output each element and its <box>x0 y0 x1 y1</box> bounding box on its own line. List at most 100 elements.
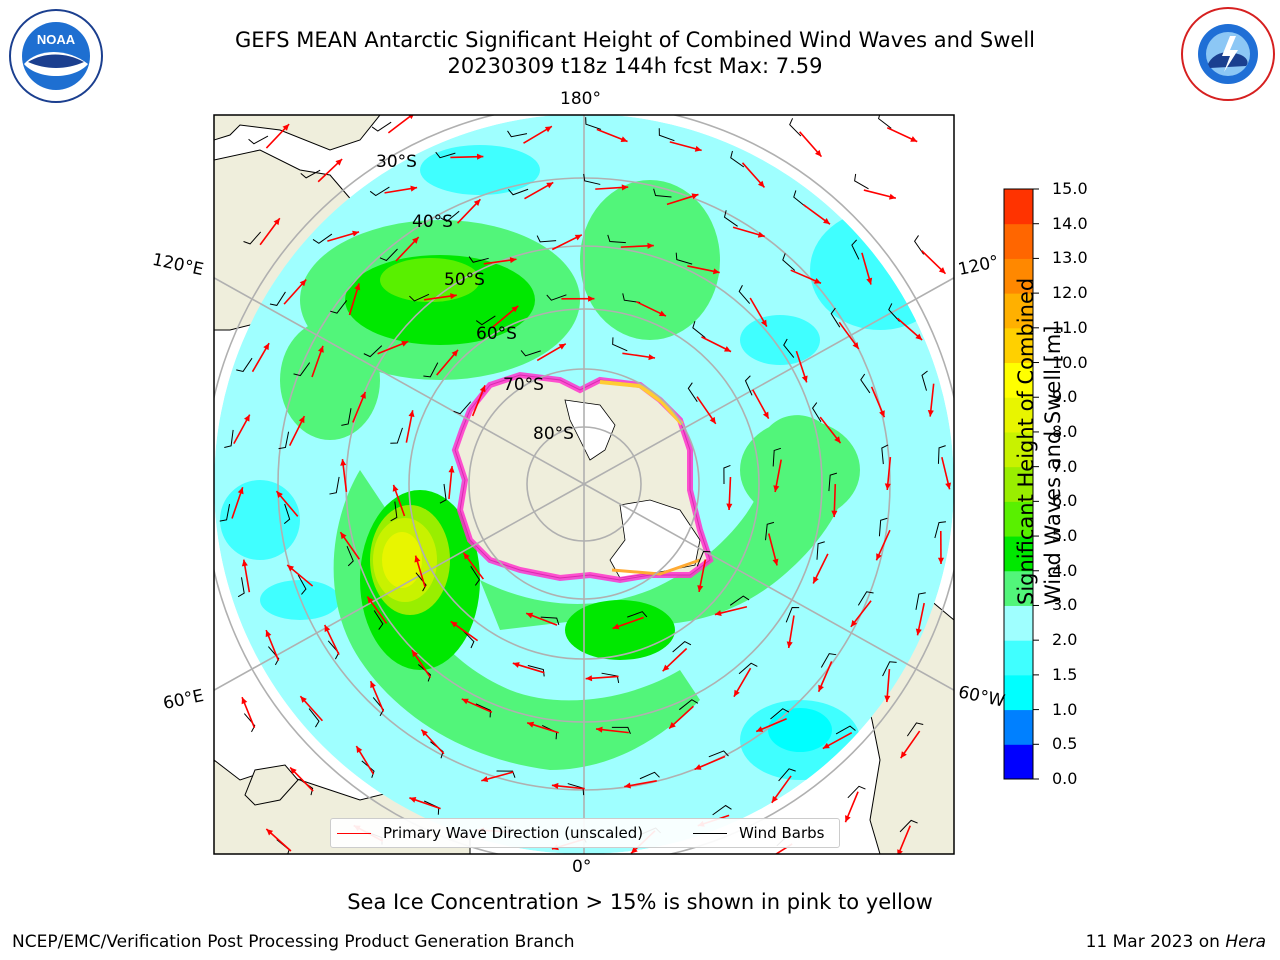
wind-barb <box>585 117 602 130</box>
wave-arrow-head <box>479 385 486 393</box>
wave-arrow-head <box>410 185 418 192</box>
wave-arrow-head <box>241 559 248 567</box>
colorbar-tick-label: 13.0 <box>1052 248 1088 268</box>
wind-barb <box>622 293 641 303</box>
wind-barb <box>828 472 838 492</box>
colorbar-tick-label: 7.0 <box>1052 456 1078 476</box>
wind-barb <box>878 115 892 129</box>
wind-barb <box>330 300 348 314</box>
wave-arrow-head <box>408 115 414 120</box>
wind-barb <box>373 610 384 630</box>
wind-barb <box>308 708 320 728</box>
wave-arrow-head <box>340 532 347 540</box>
wave-arrow-head <box>276 491 283 498</box>
wind-barb <box>470 566 481 586</box>
colorbar-segment <box>1004 189 1033 225</box>
wind-barb <box>653 188 672 198</box>
wave-arrow-head <box>451 349 459 357</box>
wave-arrow-head <box>786 641 793 649</box>
wind-barb <box>770 708 790 720</box>
wave-arrow-head <box>265 630 272 638</box>
wave-arrow-head <box>773 485 780 493</box>
wave-arrow-head <box>823 217 830 225</box>
map-legend: Primary Wave Direction (unscaled) Wind B… <box>330 818 840 848</box>
wave-arrow-head <box>726 503 733 510</box>
wave-arrow-head <box>631 846 638 854</box>
wind-barb <box>793 190 807 208</box>
colorbar-segment <box>1004 640 1033 676</box>
wind-barb <box>371 121 392 132</box>
wind-barb <box>744 375 753 396</box>
wind-barb <box>785 606 800 623</box>
lat-label-50s: 50°S <box>444 270 485 290</box>
wave-arrow-head <box>850 619 858 627</box>
wind-barb <box>708 750 729 758</box>
wave-arrow-head <box>370 681 376 689</box>
wave-arrow-head <box>335 159 343 166</box>
wind-barb <box>639 771 660 780</box>
wave-arrow-head <box>263 343 270 351</box>
wind-barb <box>811 402 822 423</box>
colorbar-tick-label: 0.5 <box>1052 734 1078 754</box>
wave-arrow-head <box>772 558 779 566</box>
wind-barb <box>390 501 398 522</box>
wave-arrow-head <box>757 180 765 188</box>
wave-arrow-head <box>900 751 907 759</box>
wave-arrow-head <box>937 557 945 565</box>
wind-barb <box>475 703 491 718</box>
wave-arrow-head <box>831 510 838 518</box>
wave-arrow-head <box>558 343 566 350</box>
wind-barb <box>772 447 782 467</box>
wave-arrow-head <box>412 237 419 244</box>
wind-barb <box>527 665 545 677</box>
wind-barb <box>816 541 825 560</box>
wave-arrow-head <box>551 782 559 789</box>
wind-barb <box>496 770 516 778</box>
wave-arrow-head <box>945 482 952 490</box>
wave-arrow-head <box>481 776 489 783</box>
wind-barb <box>723 210 738 227</box>
wave-arrow-head <box>421 729 428 737</box>
wind-barb <box>243 713 256 733</box>
wave-arrow-head <box>662 664 670 672</box>
wind-barb <box>379 248 398 262</box>
legend-wind-barbs-label: Wind Barbs <box>739 824 825 842</box>
wind-barb <box>243 231 262 245</box>
wind-barb <box>435 151 456 159</box>
wind-barb <box>363 345 383 358</box>
wave-arrow-head <box>546 182 554 189</box>
wind-barb <box>283 503 291 525</box>
lat-label-60s: 60°S <box>476 324 517 344</box>
footer-credit: NCEP/EMC/Verification Post Processing Pr… <box>12 932 575 952</box>
wind-barb-swatch <box>693 832 727 834</box>
wind-barb <box>219 504 231 522</box>
wind-barb <box>738 285 751 304</box>
wave-arrow-head <box>624 782 632 789</box>
wave-arrow-head <box>771 795 778 803</box>
wind-barb <box>293 362 311 377</box>
wave-arrow-head <box>884 483 891 490</box>
wind-barb <box>453 401 472 415</box>
wind-barb <box>475 315 496 326</box>
wave-arrow-head <box>876 553 882 561</box>
wind-barb <box>847 785 866 799</box>
wave-arrow-head <box>299 279 307 287</box>
wind-barb <box>851 239 860 260</box>
wind-barb <box>430 741 444 759</box>
colorbar-tick-label: 6.0 <box>1052 491 1078 511</box>
wind-barb <box>921 370 928 391</box>
wave-arrow-head <box>714 610 722 617</box>
wave-arrow-head <box>884 695 891 703</box>
wave-arrow-head <box>527 721 535 728</box>
colorbar-segment <box>1004 362 1033 398</box>
vector-layer <box>219 115 952 854</box>
wave-arrow-head <box>712 268 720 275</box>
wave-arrow-head <box>585 675 593 682</box>
wave-arrow-head <box>756 726 764 732</box>
wind-barb <box>881 444 889 465</box>
wind-barb <box>687 382 698 402</box>
wind-barb <box>508 188 529 196</box>
wave-arrow-head <box>915 333 923 341</box>
wave-arrow-head <box>596 726 603 733</box>
wave-arrow-head <box>266 829 274 836</box>
